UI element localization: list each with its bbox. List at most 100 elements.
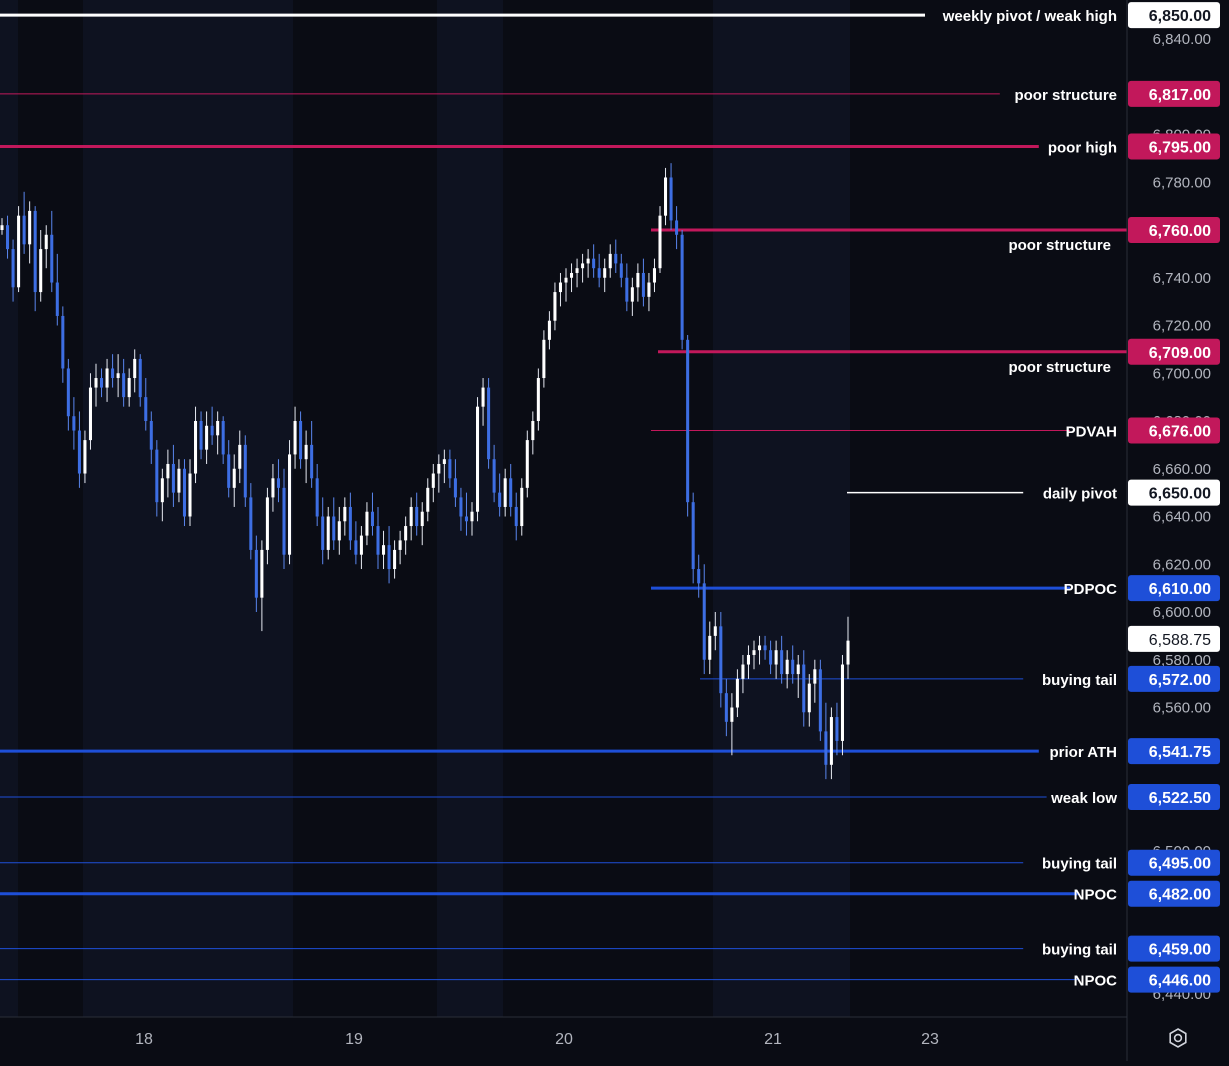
candle-body: [409, 506, 413, 527]
candle-body: [780, 650, 784, 675]
candle-body: [746, 654, 750, 665]
y-tick-label: 6,600.00: [1153, 604, 1211, 621]
candle-body: [100, 378, 104, 388]
price-tag-label: 6,676.00: [1149, 424, 1211, 441]
candle-body: [282, 487, 286, 555]
candle-body: [470, 511, 474, 522]
candle-body: [72, 416, 76, 431]
candle-body: [33, 210, 37, 293]
candle-body: [791, 659, 795, 675]
level-label: weekly pivot / weak high: [942, 8, 1117, 25]
candle-body: [630, 287, 634, 302]
candle-body: [188, 473, 192, 517]
price-tag: [1128, 133, 1220, 160]
candle-body: [702, 583, 706, 660]
level-label: buying tail: [1042, 856, 1117, 873]
candle-body: [514, 506, 518, 527]
price-tag: [1128, 784, 1220, 811]
candle-body: [464, 516, 468, 522]
candle-body: [492, 459, 496, 493]
candle-body: [459, 497, 463, 517]
level-label: prior ATH: [1050, 744, 1118, 761]
candle-body: [675, 220, 679, 235]
candle-body: [28, 210, 32, 245]
candle-body: [271, 478, 275, 498]
candle-body: [641, 272, 645, 297]
candle-body: [570, 272, 574, 278]
candle-body: [664, 177, 668, 216]
candle-body: [829, 717, 833, 765]
candle-body: [818, 669, 822, 732]
price-tag-label: 6,850.00: [1149, 8, 1211, 25]
price-tag-label: 6,522.50: [1149, 790, 1211, 807]
session-band: [83, 0, 293, 1017]
candle-body: [17, 215, 21, 288]
candle-body: [669, 177, 673, 221]
candle-body: [431, 473, 435, 488]
price-axis[interactable]: 6,840.006,820.006,800.006,780.006,760.00…: [1126, 0, 1229, 1061]
candle-body: [260, 549, 264, 598]
candle-body: [608, 253, 612, 269]
candle-body: [387, 545, 391, 570]
level-labels: weekly pivot / weak high poor structure po…: [942, 8, 1118, 990]
candle-body: [647, 282, 651, 297]
candle-body: [321, 516, 325, 550]
candle-body: [227, 454, 231, 488]
settings-hexagon-icon[interactable]: [1160, 1020, 1196, 1056]
y-tick-label: 6,740.00: [1153, 270, 1211, 287]
level-label: poor high: [1048, 139, 1117, 156]
candle-body: [536, 378, 540, 421]
current-price-tag[interactable]: [1128, 625, 1220, 652]
candle-body: [807, 683, 811, 713]
candle-body: [614, 253, 618, 264]
candle-body: [592, 258, 596, 269]
level-label: NPOC: [1074, 973, 1118, 990]
candle-body: [348, 506, 352, 541]
level-label: PDPOC: [1064, 581, 1118, 598]
candle-body: [332, 516, 336, 541]
candle-body: [11, 249, 15, 288]
price-tag: [1128, 665, 1220, 692]
level-label: buying tail: [1042, 942, 1117, 959]
candle-body: [238, 444, 242, 469]
candle-body: [415, 506, 419, 527]
candle-body: [370, 511, 374, 527]
time-axis[interactable]: 18 19 20 21 23: [0, 1016, 1127, 1048]
candle-body: [420, 511, 424, 527]
x-tick-label: 20: [555, 1031, 573, 1048]
candle-body: [448, 459, 452, 479]
candle-body: [735, 678, 739, 708]
price-tag-label: 6,495.00: [1149, 856, 1211, 873]
y-tick-label: 6,720.00: [1153, 318, 1211, 335]
candle-body: [243, 444, 247, 498]
candle-body: [453, 478, 457, 498]
price-tag-label: 6,610.00: [1149, 581, 1211, 598]
candle-body: [254, 549, 258, 598]
candle-body: [785, 659, 789, 675]
candle-body: [442, 459, 446, 464]
candle-body: [625, 277, 629, 302]
candle-body: [77, 430, 81, 474]
level-label: daily pivot: [1043, 486, 1117, 503]
price-tag: [1128, 338, 1220, 365]
candle-body: [547, 320, 551, 340]
candle-body: [796, 664, 800, 675]
candle-body: [133, 358, 137, 379]
candle-body: [393, 549, 397, 570]
candle-body: [221, 421, 225, 455]
candle-body: [232, 468, 236, 488]
candle-body: [166, 463, 170, 479]
price-tag: [1128, 80, 1220, 107]
candle-body: [769, 650, 773, 665]
candle-body: [94, 378, 98, 388]
x-tick-label: 23: [921, 1031, 939, 1048]
candle-body: [686, 339, 690, 503]
candle-body: [575, 268, 579, 273]
candle-body: [22, 215, 26, 245]
level-label: NPOC: [1074, 887, 1118, 904]
candle-body: [813, 669, 817, 684]
candle-body: [315, 478, 319, 517]
